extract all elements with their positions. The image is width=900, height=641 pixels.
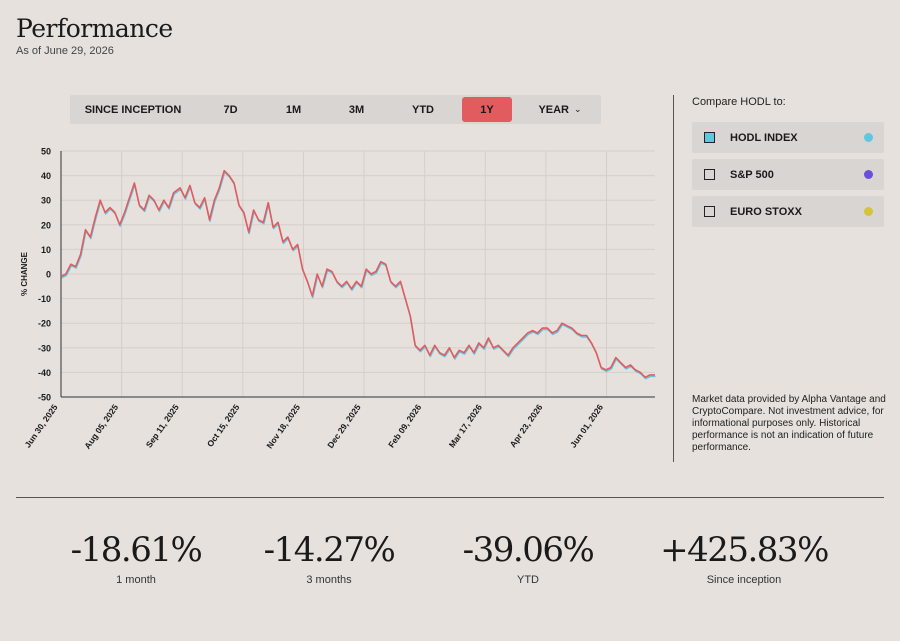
x-tick-label: Apr 23, 2026 xyxy=(508,402,545,449)
x-tick-label: Sep 11, 2025 xyxy=(144,402,181,449)
stat-label: 1 month xyxy=(116,574,156,586)
y-axis-label: % CHANGE xyxy=(20,251,29,296)
x-tick-label: Nov 18, 2025 xyxy=(264,402,302,450)
x-tick-label: Feb 09, 2026 xyxy=(386,402,423,449)
series-color-dot xyxy=(864,170,873,179)
stat-since-inception: +425.83% Since inception xyxy=(644,530,844,586)
stat-label: 3 months xyxy=(306,574,352,586)
y-tick-label: 50 xyxy=(41,147,51,157)
compare-item-label: S&P 500 xyxy=(730,168,774,181)
y-tick-label: -50 xyxy=(38,393,51,403)
compare-title: Compare HODL to: xyxy=(692,96,786,108)
x-tick-label: Aug 05, 2025 xyxy=(82,402,120,451)
y-tick-label: 30 xyxy=(41,196,51,206)
range-tabs: SINCE INCEPTION 7D 1M 3M YTD 1Y YEAR ⌄ xyxy=(70,95,601,124)
y-tick-label: 10 xyxy=(41,245,51,255)
tab-7d[interactable]: 7D xyxy=(223,103,238,116)
stat-label: YTD xyxy=(517,574,539,586)
stat-value: +425.83% xyxy=(660,530,829,570)
tab-1y[interactable]: 1Y xyxy=(462,97,512,122)
stat-label: Since inception xyxy=(706,574,782,586)
tab-3m[interactable]: 3M xyxy=(348,103,365,116)
y-tick-label: -10 xyxy=(38,294,51,304)
page-title: Performance xyxy=(16,14,173,43)
stat-value: -39.06% xyxy=(462,530,595,570)
stat-value: -18.61% xyxy=(70,530,203,570)
horizontal-divider xyxy=(16,497,884,498)
tab-since-inception[interactable]: SINCE INCEPTION xyxy=(84,103,182,116)
disclaimer: Market data provided by Alpha Vantage an… xyxy=(692,394,886,453)
stat-value: -14.27% xyxy=(263,530,396,570)
vertical-divider xyxy=(673,95,674,462)
y-tick-label: 20 xyxy=(41,220,51,230)
compare-item-sp500[interactable]: S&P 500 xyxy=(692,159,884,190)
as-of-date: As of June 29, 2026 xyxy=(16,45,114,57)
x-tick-label: Mar 17, 2026 xyxy=(447,402,484,449)
series-color-dot xyxy=(864,207,873,216)
y-tick-label: -40 xyxy=(38,368,51,378)
series-line-performance xyxy=(60,169,655,379)
y-tick-label: 0 xyxy=(46,270,51,280)
series-color-dot xyxy=(864,133,873,142)
checkbox[interactable] xyxy=(704,132,715,143)
x-tick-label: Dec 29, 2025 xyxy=(325,402,363,450)
tab-1m[interactable]: 1M xyxy=(285,103,302,116)
x-tick-label: Jun 30, 2025 xyxy=(22,402,59,449)
compare-item-label: HODL INDEX xyxy=(730,131,798,144)
y-tick-label: -30 xyxy=(38,343,51,353)
stat-3-months: -14.27% 3 months xyxy=(229,530,429,586)
tab-ytd[interactable]: YTD xyxy=(412,103,434,116)
checkbox[interactable] xyxy=(704,169,715,180)
x-tick-label: Jun 01, 2026 xyxy=(568,402,605,449)
compare-item-label: EURO STOXX xyxy=(730,205,802,218)
compare-item-euro-stoxx[interactable]: EURO STOXX xyxy=(692,196,884,227)
y-tick-label: 40 xyxy=(41,171,51,181)
checkbox[interactable] xyxy=(704,206,715,217)
compare-item-hodl-index[interactable]: HODL INDEX xyxy=(692,122,884,153)
stat-ytd: -39.06% YTD xyxy=(428,530,628,586)
y-tick-label: -20 xyxy=(38,319,51,329)
chevron-down-icon: ⌄ xyxy=(574,104,582,114)
year-dropdown[interactable]: YEAR ⌄ xyxy=(538,103,582,116)
x-tick-label: Oct 15, 2025 xyxy=(205,402,242,449)
stat-1-month: -18.61% 1 month xyxy=(36,530,236,586)
